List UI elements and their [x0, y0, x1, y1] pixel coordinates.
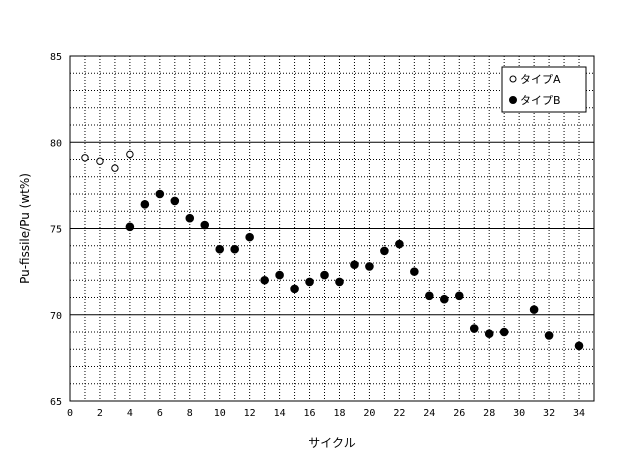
y-axis-title: Pu-fissile/Pu (wt%): [18, 173, 32, 284]
data-point-type-b: [290, 284, 299, 294]
data-point-type-b: [365, 262, 374, 271]
data-point-type-a: [111, 164, 119, 172]
data-point-type-b: [230, 244, 239, 254]
data-point-type-b: [499, 327, 509, 337]
legend: タイプA タイプB: [501, 66, 587, 113]
y-tick-label: 70: [50, 311, 62, 322]
points-layer: [81, 150, 584, 351]
plot-frame: [69, 55, 595, 402]
data-point-type-b: [245, 232, 254, 242]
data-point-type-b: [529, 305, 539, 314]
x-tick-label: 0: [67, 408, 73, 419]
x-tick-label: 12: [244, 408, 256, 419]
legend-items: タイプA タイプB: [509, 73, 561, 107]
x-tick-label: 34: [573, 408, 585, 419]
x-tick-label: 16: [304, 408, 316, 419]
x-tick-label: 24: [423, 408, 435, 419]
legend-box: [501, 66, 587, 113]
x-tick-label: 2: [97, 408, 103, 419]
x-tick-label: 14: [274, 408, 286, 419]
data-point-type-a: [81, 154, 89, 162]
data-point-type-b: [574, 341, 584, 351]
data-point-type-b: [140, 200, 150, 209]
y-tick-label: 65: [50, 397, 62, 408]
x-tick-label: 22: [393, 408, 405, 419]
data-point-type-b: [410, 267, 419, 276]
data-point-type-b: [125, 222, 135, 232]
data-point-type-b: [469, 324, 479, 333]
data-point-type-b: [484, 329, 494, 339]
x-tick-label: 20: [363, 408, 375, 419]
data-point-type-b: [155, 189, 165, 199]
data-point-type-b: [200, 220, 210, 230]
legend-marker-type-a: [509, 75, 517, 83]
x-axis-title: サイクル: [308, 436, 355, 450]
data-point-type-b: [395, 239, 404, 249]
data-point-type-b: [439, 294, 449, 304]
x-tick-label: 26: [453, 408, 465, 419]
x-tick-label: 28: [483, 408, 495, 419]
data-point-type-b: [215, 244, 225, 254]
data-point-type-b: [350, 260, 359, 270]
y-tick-label: 85: [50, 52, 62, 63]
tick-layer: 0 2 4 6 8 10 12 14 16 18 20 22 24 26 28 30 32 34657075808…: [50, 52, 585, 419]
legend-label: タイプB: [520, 94, 561, 107]
grid-layer: [70, 56, 594, 401]
legend-label: タイプA: [520, 73, 561, 86]
data-point-type-a: [96, 157, 104, 165]
legend-marker-type-b: [509, 96, 517, 104]
y-tick-label: 80: [50, 138, 62, 149]
y-tick-label: 75: [50, 225, 62, 236]
x-tick-label: 30: [513, 408, 525, 419]
data-point-type-b: [320, 270, 329, 280]
data-point-type-b: [454, 291, 464, 301]
data-point-type-b: [335, 277, 344, 287]
x-tick-label: 6: [157, 408, 163, 419]
x-tick-label: 8: [187, 408, 193, 419]
data-point-type-b: [425, 291, 434, 301]
x-tick-label: 32: [543, 408, 555, 419]
data-point-type-b: [305, 277, 314, 287]
data-point-type-b: [380, 246, 389, 256]
data-point-type-b: [170, 196, 180, 206]
data-point-type-b: [185, 213, 195, 223]
x-tick-label: 4: [127, 408, 133, 419]
data-point-type-b: [544, 331, 554, 340]
x-tick-label: 18: [333, 408, 345, 419]
data-point-type-b: [260, 275, 269, 285]
data-point-type-b: [275, 270, 284, 280]
x-tick-label: 10: [214, 408, 226, 419]
data-point-type-a: [126, 150, 134, 159]
